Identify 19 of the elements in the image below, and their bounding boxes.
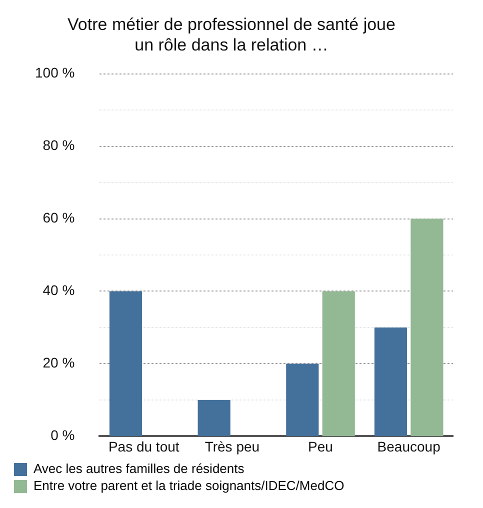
legend-label: Avec les autres familles de résidents: [34, 461, 245, 476]
bar: [322, 291, 355, 436]
y-tick-label: 100 %: [34, 64, 75, 81]
y-tick-label: 60 %: [42, 210, 75, 226]
x-tick-label: Pas du tout: [108, 438, 180, 454]
y-tick-label: 0 %: [50, 427, 75, 444]
legend-label: Entre votre parent et la triade soignants/IDEC/MedCO: [34, 478, 344, 494]
bar: [109, 291, 142, 436]
x-tick-label: Beaucoup: [377, 438, 441, 454]
bar: [410, 218, 444, 436]
bar: [198, 400, 230, 436]
y-tick-label: 80 %: [42, 137, 75, 154]
bar: [286, 364, 319, 436]
chart-title: Votre métier de professionnel de santé joue un rôle dans la relation …: [68, 14, 396, 54]
y-tick-label: 20 %: [42, 354, 75, 371]
bar: [374, 327, 408, 436]
x-tick-label: Très peu: [204, 438, 260, 454]
x-tick-label: Peu: [308, 438, 333, 454]
y-tick-label: 40 %: [42, 282, 75, 298]
